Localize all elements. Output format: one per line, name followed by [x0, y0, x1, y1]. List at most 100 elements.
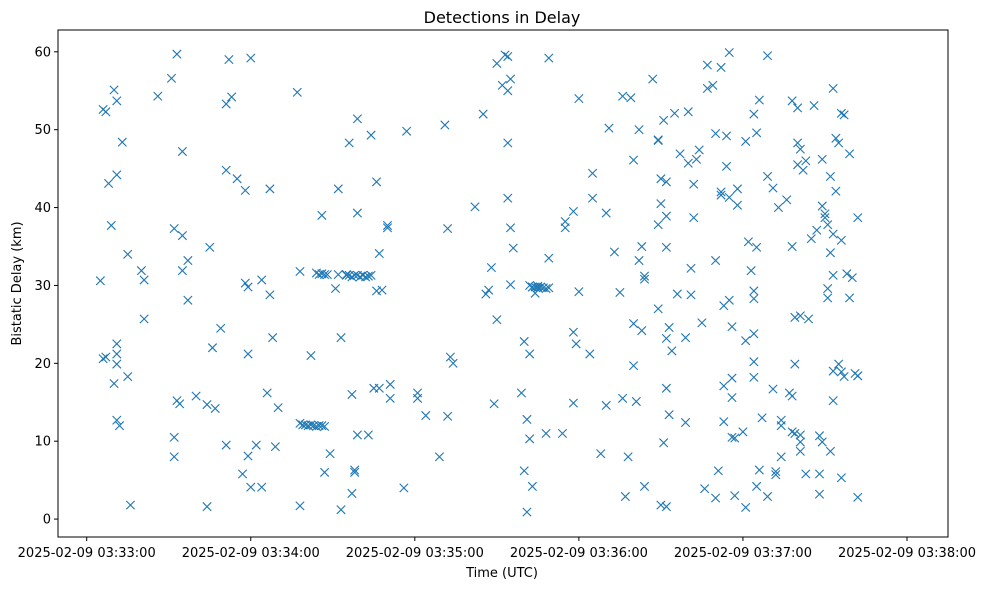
- data-point: [347, 272, 357, 282]
- data-point: [101, 352, 111, 362]
- data-point: [568, 206, 578, 217]
- data-point: [790, 312, 800, 322]
- data-point: [336, 333, 346, 343]
- data-point: [525, 349, 535, 359]
- data-point: [505, 74, 516, 84]
- data-point: [844, 293, 855, 303]
- data-point: [306, 420, 316, 430]
- data-point: [828, 366, 838, 376]
- data-point: [544, 253, 554, 263]
- data-point: [172, 49, 182, 59]
- data-point: [648, 74, 658, 84]
- data-point: [350, 465, 360, 475]
- data-point: [585, 349, 595, 359]
- data-point: [749, 109, 759, 119]
- data-point: [823, 293, 833, 303]
- data-point: [721, 131, 732, 141]
- data-point: [366, 130, 376, 140]
- data-point: [842, 269, 852, 279]
- data-point: [661, 333, 671, 343]
- data-point: [653, 220, 663, 230]
- data-point: [109, 85, 119, 95]
- data-point: [330, 283, 341, 294]
- data-point: [787, 391, 797, 401]
- data-point: [727, 432, 737, 442]
- data-point: [749, 294, 759, 304]
- data-point: [661, 211, 671, 221]
- data-point: [787, 427, 797, 437]
- data-point: [421, 410, 431, 421]
- data-point: [344, 138, 354, 148]
- data-point: [221, 440, 231, 450]
- data-point: [782, 195, 792, 205]
- data-point: [243, 349, 253, 359]
- data-point: [492, 315, 502, 325]
- data-point: [793, 138, 803, 148]
- chart-title: Detections in Delay: [424, 8, 581, 27]
- data-point: [823, 283, 833, 294]
- data-point: [825, 171, 836, 182]
- data-point: [719, 417, 729, 427]
- data-point: [243, 451, 253, 461]
- data-point: [374, 383, 384, 393]
- data-point: [689, 213, 699, 223]
- data-point: [741, 502, 751, 512]
- data-point: [519, 466, 529, 476]
- data-point: [727, 393, 737, 403]
- data-point: [741, 336, 751, 346]
- data-point: [571, 339, 581, 349]
- y-tick-label: 10: [34, 435, 51, 450]
- data-point: [634, 255, 644, 266]
- y-axis-label: Bistatic Delay (km): [10, 221, 25, 345]
- data-point: [762, 51, 773, 61]
- data-point: [790, 428, 800, 439]
- data-point: [385, 393, 395, 403]
- data-point: [341, 270, 352, 280]
- data-point: [702, 83, 712, 93]
- data-point: [836, 473, 846, 483]
- data-point: [847, 273, 857, 283]
- data-point: [639, 271, 650, 281]
- data-point: [710, 128, 721, 139]
- data-point: [363, 271, 373, 281]
- data-point: [265, 290, 275, 300]
- data-point: [352, 114, 362, 124]
- data-point: [377, 285, 387, 295]
- data-point: [683, 158, 693, 168]
- data-point: [112, 359, 122, 369]
- data-point: [541, 428, 551, 439]
- data-point: [795, 311, 805, 321]
- data-point: [139, 275, 149, 285]
- data-point: [207, 343, 218, 353]
- data-point: [653, 135, 663, 145]
- data-point: [399, 483, 409, 493]
- data-point: [443, 411, 453, 421]
- x-tick-label: 2025-02-09 03:38:00: [838, 546, 976, 561]
- data-point: [210, 403, 220, 414]
- data-point: [557, 428, 568, 439]
- data-point: [724, 295, 734, 305]
- data-point: [798, 165, 808, 175]
- data-point: [615, 287, 625, 298]
- data-point: [710, 493, 721, 503]
- data-point: [661, 242, 671, 252]
- data-point: [853, 492, 863, 502]
- data-point: [669, 108, 680, 118]
- data-point: [757, 413, 767, 423]
- data-point: [352, 208, 362, 218]
- data-point: [787, 241, 797, 252]
- data-point: [101, 107, 111, 117]
- data-point: [683, 107, 693, 117]
- data-point: [536, 282, 546, 292]
- data-point: [762, 171, 773, 182]
- data-point: [661, 383, 671, 393]
- data-point: [656, 199, 666, 209]
- data-point: [653, 136, 663, 146]
- data-point: [817, 437, 827, 447]
- data-point: [505, 223, 516, 233]
- data-point: [117, 137, 127, 147]
- data-point: [448, 358, 458, 368]
- data-point: [710, 255, 721, 266]
- data-point: [295, 501, 305, 511]
